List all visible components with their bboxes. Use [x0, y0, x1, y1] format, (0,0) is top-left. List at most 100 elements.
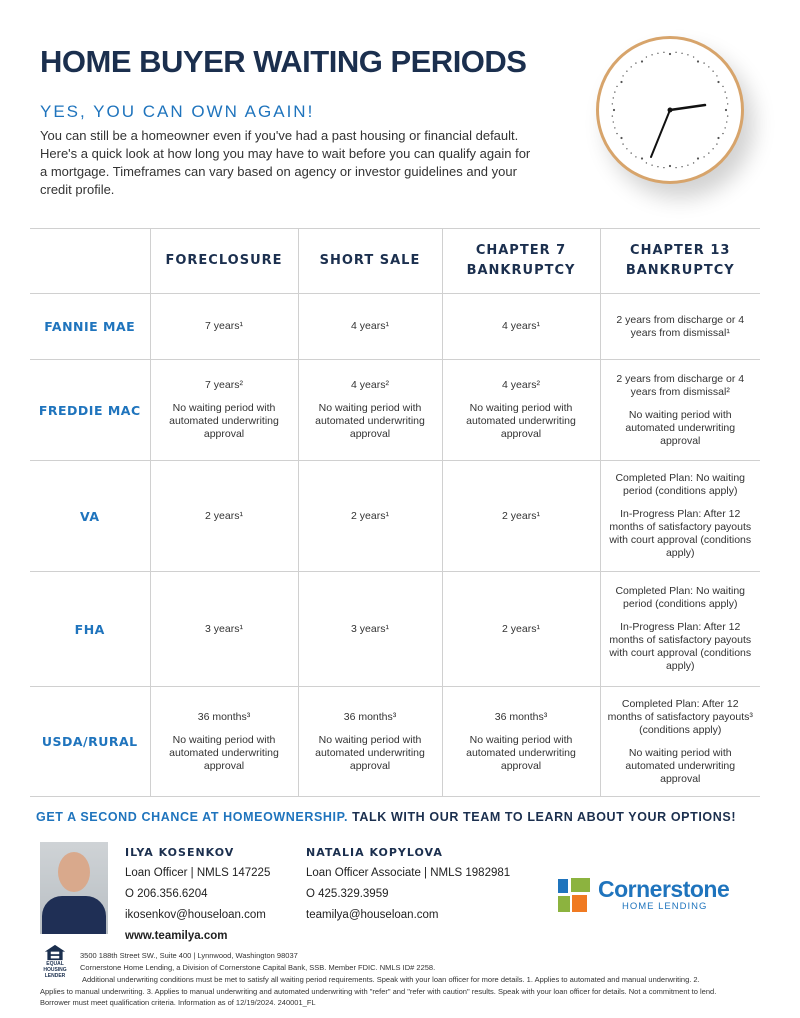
cell-text: 36 months³	[494, 710, 548, 723]
column-header: CHAPTER 13 BANKRUPTCY	[599, 228, 760, 294]
cell-text: 3 years¹	[351, 622, 389, 635]
clock-tick	[724, 127, 726, 129]
clock-tick	[681, 166, 683, 168]
clock-tick	[708, 66, 710, 68]
clock-tick	[657, 166, 659, 168]
clock-tick	[622, 143, 624, 145]
footer-company: Cornerstone Home Lending, a Division of …	[80, 962, 436, 972]
cell-text: In-Progress Plan: After 12 months of sat…	[609, 508, 752, 559]
clock-tick	[717, 136, 720, 140]
contact-title: Loan Officer Associate | NMLS 1982981	[306, 867, 511, 879]
contact-website[interactable]: www.teamilya.com	[125, 930, 228, 942]
clock-tick	[612, 121, 614, 123]
clock-tick	[692, 162, 695, 164]
row-header: VA	[30, 460, 151, 572]
page-title: HOME BUYER WAITING PERIODS	[40, 44, 527, 79]
contact-name: ILYA KOSENKOV	[125, 846, 235, 859]
table-cell: Completed Plan: No waiting period (condi…	[599, 460, 760, 572]
clock-tick	[630, 66, 632, 68]
clock-tick	[626, 148, 628, 150]
clock-tick	[611, 103, 614, 105]
clock-tick	[722, 132, 724, 135]
table-cell: 4 years² No waiting period with automated…	[297, 359, 443, 461]
clock-tick	[657, 52, 659, 54]
clock-tick	[675, 166, 677, 169]
cornerstone-logo: Cornerstone HOME LENDING	[558, 876, 738, 914]
clock-tick	[612, 108, 616, 112]
cell-text: 2 years from discharge or 4 years from d…	[616, 372, 745, 398]
column-header: CHAPTER 7 BANKRUPTCY	[441, 228, 601, 294]
clock-tick	[726, 97, 728, 99]
contact-email[interactable]: teamilya@houseloan.com	[306, 909, 439, 921]
clock-tick	[651, 54, 653, 56]
cell-text: 2 years¹	[205, 509, 243, 522]
clock-tick	[616, 132, 618, 135]
clock-tick	[645, 56, 648, 58]
clock-tick	[716, 75, 718, 77]
cell-text: 7 years¹	[205, 320, 243, 332]
table-cell: 36 months³ No waiting period with automat…	[297, 686, 443, 797]
cell-text: 4 years²	[502, 379, 540, 391]
clock-tick	[726, 103, 729, 105]
clock-tick	[635, 156, 637, 158]
cell-text: 4 years¹	[351, 320, 389, 332]
clock-tick	[645, 162, 648, 164]
clock-tick	[687, 164, 689, 166]
equal-housing-lender-logo: EQUAL HOUSING LENDER	[34, 944, 76, 979]
clock-tick	[663, 166, 665, 169]
cta-part1: GET A SECOND CHANCE AT HOMEOWNERSHIP.	[36, 810, 349, 824]
table-cell: 2 years from discharge or 4 years from d…	[599, 293, 760, 360]
clock-tick	[696, 60, 700, 63]
clock-tick	[651, 164, 653, 166]
cell-text: No waiting period with automated underwr…	[625, 408, 736, 447]
cell-text: 4 years²	[351, 379, 389, 391]
table-cell: Completed Plan: No waiting period (condi…	[599, 571, 760, 687]
clock-tick	[668, 52, 672, 56]
cell-text: No waiting period with automated underwr…	[315, 402, 425, 440]
clock-tick	[722, 85, 724, 88]
clock-tick	[663, 51, 665, 54]
loan-officer-photo	[40, 842, 108, 934]
clock-tick	[611, 115, 614, 117]
contact-name: NATALIA KOPYLOVA	[306, 846, 443, 859]
clock-tick	[724, 108, 728, 112]
clock-tick	[703, 156, 705, 158]
intro-text: You can still be a homeowner even if you…	[40, 128, 531, 197]
cell-text: Completed Plan: No waiting period (condi…	[615, 472, 746, 497]
clock-tick	[687, 54, 689, 56]
table-cell: Completed Plan: After 12 months of satis…	[599, 686, 760, 797]
table-row: FHA 3 years¹ 3 years¹ 2 years¹ Completed Pla…	[30, 571, 760, 687]
table-cell: 4 years¹	[441, 293, 601, 360]
table-cell: 2 years¹	[441, 571, 601, 687]
column-header: SHORT SALE	[297, 228, 443, 294]
cell-text: In-Progress Plan: After 12 months of sat…	[609, 621, 752, 672]
clock-image	[596, 36, 744, 184]
contact-phone[interactable]: O 206.356.6204	[125, 888, 208, 900]
clock-tick	[708, 152, 710, 154]
clock-tick	[626, 70, 628, 72]
contact-phone[interactable]: O 425.329.3959	[306, 888, 389, 900]
row-header: FREDDIE MAC	[30, 359, 151, 461]
cell-text: 2 years¹	[502, 622, 540, 635]
clock-tick	[696, 157, 700, 160]
table-row: USDA/RURAL 36 months³ No waiting period wi…	[30, 686, 760, 797]
table-cell: 2 years¹	[297, 460, 443, 572]
cell-text: Completed Plan: No waiting period (condi…	[615, 585, 746, 610]
table-cell: 2 years¹	[441, 460, 601, 572]
contact-title: Loan Officer | NMLS 147225	[125, 867, 271, 879]
house-icon	[44, 944, 66, 961]
cell-text: No waiting period with automated underwr…	[169, 402, 279, 440]
logo-wordmark: Cornerstone	[598, 876, 730, 902]
table-row: FANNIE MAE 7 years¹ 4 years¹ 4 years¹ 2 year…	[30, 293, 760, 360]
contact-email[interactable]: ikosenkov@houseloan.com	[125, 909, 266, 921]
clock-face-icon	[611, 51, 729, 169]
cell-text: No waiting period with automated underwr…	[169, 733, 279, 772]
row-header: FANNIE MAE	[30, 293, 151, 360]
contact-natalia: NATALIA KOPYLOVA Loan Officer Associate …	[306, 842, 510, 926]
clock-tick	[612, 97, 614, 99]
clock-tick	[630, 152, 632, 154]
clock-tick	[620, 136, 623, 140]
table-cell: 7 years² No waiting period with automated…	[149, 359, 299, 461]
column-header	[30, 228, 151, 294]
table-row: VA 2 years¹ 2 years¹ 2 years¹ Completed Plan…	[30, 460, 760, 572]
